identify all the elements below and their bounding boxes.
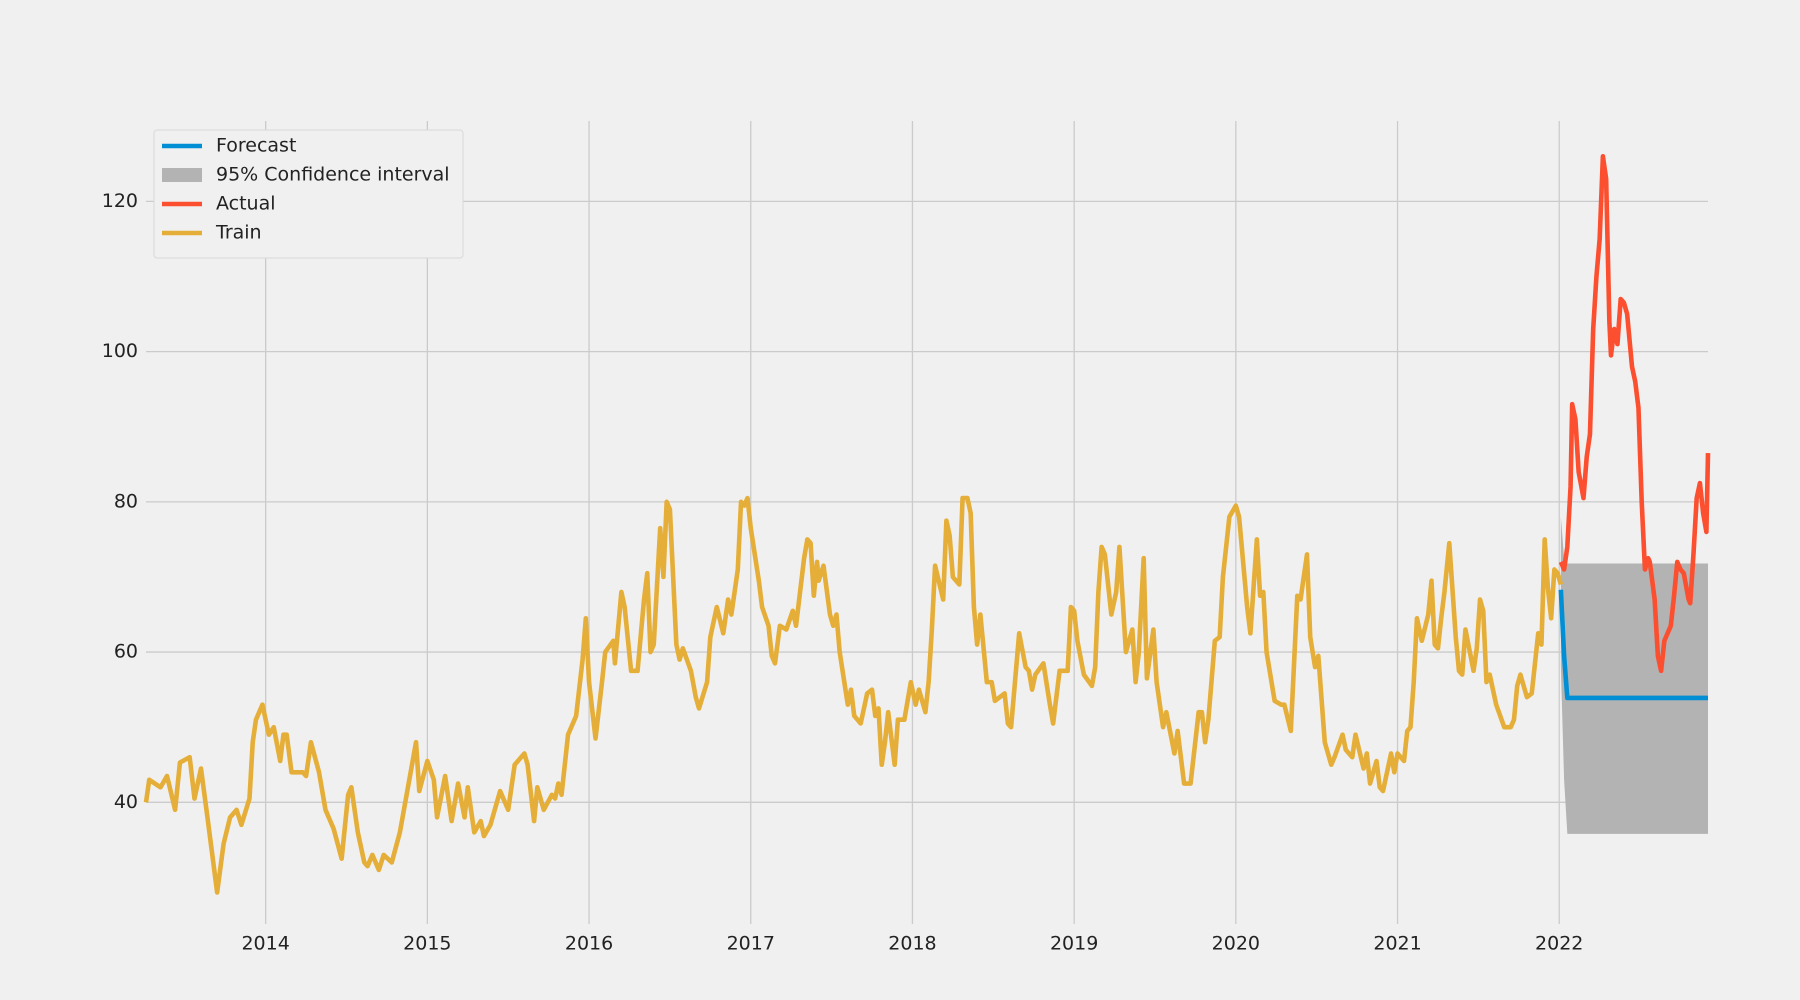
legend-label: Actual [216, 193, 276, 215]
legend-label: Train [215, 222, 262, 244]
series-line [1558, 589, 1708, 701]
x-tick-label: 2020 [1212, 933, 1260, 955]
legend: Forecast 95% Confidence interval Actual Tra… [153, 129, 464, 259]
x-tick-label: 2018 [888, 933, 936, 955]
x-tick-label: 2022 [1535, 933, 1583, 955]
y-tick-label: 60 [114, 641, 138, 663]
x-tick-label: 2019 [1050, 933, 1098, 955]
x-tick-label: 2016 [565, 933, 613, 955]
series-line [143, 495, 1564, 895]
confidence-band [1560, 516, 1708, 834]
legend-box [153, 129, 464, 259]
legend-label: 95% Confidence interval [216, 164, 450, 186]
y-tick-label: 120 [102, 190, 138, 212]
x-tick-label: 2014 [241, 933, 289, 955]
x-tick-label: 2015 [403, 933, 451, 955]
y-tick-label: 80 [114, 490, 138, 512]
x-tick-label: 2017 [727, 933, 775, 955]
y-tick-label: 100 [102, 340, 138, 362]
legend-swatch [162, 168, 202, 182]
x-tick-label: 2021 [1373, 933, 1421, 955]
series-line [1558, 154, 1711, 674]
y-tick-label: 40 [114, 791, 138, 813]
plot [143, 154, 1711, 895]
legend-label: Forecast [216, 135, 296, 157]
